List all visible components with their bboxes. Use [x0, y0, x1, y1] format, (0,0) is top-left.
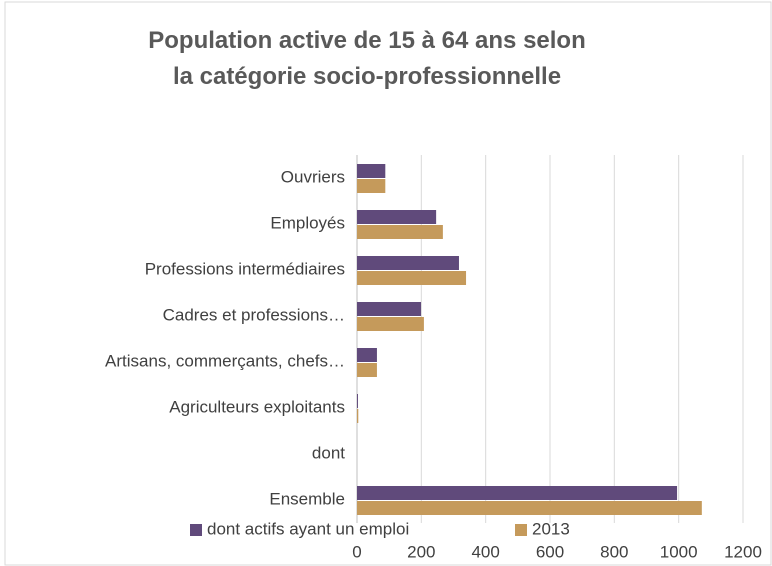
bar	[357, 164, 386, 178]
bar	[357, 302, 422, 316]
bar	[357, 394, 358, 408]
y-tick-label: Employés	[270, 213, 345, 232]
y-tick-label: dont	[312, 443, 345, 462]
bar	[357, 210, 437, 224]
y-tick-label: Ouvriers	[281, 167, 345, 186]
x-tick-label: 600	[536, 542, 564, 561]
x-tick-label: 800	[600, 542, 628, 561]
legend-label: 2013	[532, 519, 570, 538]
x-tick-label: 1000	[660, 542, 698, 561]
bar	[357, 486, 678, 500]
legend-swatch	[515, 524, 527, 536]
bar	[357, 409, 359, 423]
x-tick-label: 1200	[724, 542, 762, 561]
bar	[357, 179, 386, 193]
y-tick-label: Agriculteurs exploitants	[169, 397, 345, 416]
x-tick-label: 200	[407, 542, 435, 561]
bar	[357, 225, 443, 239]
x-tick-label: 400	[471, 542, 499, 561]
bar	[357, 317, 424, 331]
x-tick-label: 0	[352, 542, 361, 561]
bar	[357, 271, 467, 285]
bar	[357, 363, 377, 377]
bar	[357, 256, 459, 270]
legend-label: dont actifs ayant un emploi	[207, 519, 409, 538]
y-tick-label: Ensemble	[269, 489, 345, 508]
legend-swatch	[190, 524, 202, 536]
bar	[357, 501, 702, 515]
chart-title: Population active de 15 à 64 ans selon la…	[148, 27, 586, 90]
bar	[357, 348, 377, 362]
y-tick-label: Professions intermédiaires	[145, 259, 345, 278]
y-tick-label: Artisans, commerçants, chefs…	[105, 351, 345, 370]
y-tick-label: Cadres et professions…	[163, 305, 345, 324]
